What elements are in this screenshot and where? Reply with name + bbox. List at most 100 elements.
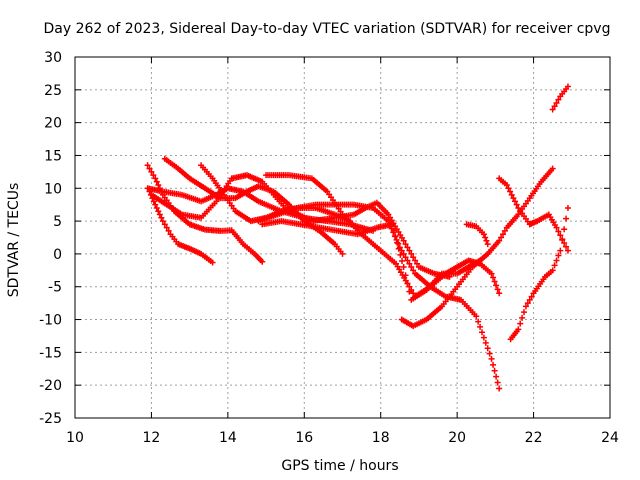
data-point-marker <box>478 329 485 336</box>
data-point-marker <box>496 237 503 244</box>
x-tick-label: 20 <box>448 430 466 446</box>
data-point-marker <box>559 236 566 243</box>
y-tick-label: -25 <box>39 411 62 427</box>
data-point-marker <box>486 350 493 357</box>
data-point-marker <box>394 239 401 246</box>
data-point-marker <box>488 355 495 362</box>
grid <box>75 57 610 418</box>
series-arc-j <box>398 165 556 330</box>
data-point-marker <box>406 260 413 267</box>
data-point-marker <box>491 367 498 374</box>
data-point-marker <box>412 257 419 264</box>
data-point-marker <box>515 326 522 333</box>
x-tick-label: 18 <box>372 430 390 446</box>
data-point-marker <box>404 244 411 251</box>
series-arc-k <box>463 221 491 248</box>
x-tick-label: 16 <box>295 430 313 446</box>
data-point-marker <box>517 320 524 327</box>
data-point-marker <box>477 323 484 330</box>
x-tick-label: 22 <box>525 430 543 446</box>
data-point-marker <box>496 385 503 392</box>
data-point-marker <box>339 250 346 257</box>
data-point-marker <box>555 96 562 103</box>
data-point-marker <box>505 185 512 192</box>
data-point-marker <box>488 270 495 277</box>
series-arc-i <box>259 218 484 303</box>
series-arc-b <box>144 162 266 265</box>
data-point-marker <box>551 262 558 269</box>
data-point-marker <box>563 215 570 222</box>
data-point-marker <box>163 224 170 231</box>
data-point-marker <box>557 247 564 254</box>
data-point-marker <box>549 267 556 274</box>
data-point-marker <box>410 290 417 297</box>
data-point-marker <box>494 379 501 386</box>
data-point-marker <box>389 221 396 228</box>
data-point-marker <box>494 286 501 293</box>
data-point-marker <box>209 259 216 266</box>
data-point-marker <box>400 237 407 244</box>
data-point-marker <box>390 227 397 234</box>
data-point-marker <box>508 191 515 198</box>
data-point-marker <box>146 165 153 172</box>
data-point-marker <box>161 221 168 228</box>
data-point-marker <box>406 288 413 295</box>
data-point-marker <box>402 254 409 261</box>
data-point-marker <box>561 239 568 246</box>
data-point-marker <box>557 232 564 239</box>
data-point-marker <box>404 280 411 287</box>
data-point-marker <box>491 278 498 285</box>
y-tick-label: 0 <box>53 247 62 263</box>
data-point-marker <box>397 251 404 258</box>
data-point-marker <box>400 250 407 257</box>
data-point-marker <box>399 257 406 264</box>
data-point-marker <box>549 165 556 172</box>
data-point-marker <box>400 264 407 271</box>
x-tick-label: 24 <box>601 430 619 446</box>
data-point-marker <box>410 267 417 274</box>
data-point-marker <box>522 303 529 310</box>
data-point-marker <box>480 334 487 341</box>
data-point-marker <box>564 83 571 90</box>
data-point-marker <box>483 237 490 244</box>
data-point-marker <box>553 224 560 231</box>
data-point-marker <box>490 274 497 281</box>
data-point-marker <box>510 195 517 202</box>
data-point-marker <box>406 247 413 254</box>
plot-frame <box>74 56 611 419</box>
data-point-marker <box>498 234 505 241</box>
data-point-marker <box>152 201 159 208</box>
data-point-marker <box>549 106 556 113</box>
data-point-marker <box>398 247 405 254</box>
y-tick-label: 5 <box>53 214 62 230</box>
data-point-marker <box>484 345 491 352</box>
data-point-marker <box>513 201 520 208</box>
data-point-marker <box>484 241 491 248</box>
data-point-marker <box>150 172 157 179</box>
series-arc-h <box>263 172 503 300</box>
data-point-marker <box>392 233 399 240</box>
data-point-marker <box>528 293 535 300</box>
data-point-marker <box>521 309 528 316</box>
data-point-marker <box>564 204 571 211</box>
data-point-marker <box>153 178 160 185</box>
data-point-marker <box>526 296 533 303</box>
x-tick-label: 10 <box>66 430 84 446</box>
data-point-marker <box>553 257 560 264</box>
data-point-marker <box>410 254 417 261</box>
data-point-marker <box>414 260 421 267</box>
data-point-marker <box>475 318 482 325</box>
data-point-marker <box>395 240 402 247</box>
data-point-marker <box>501 227 508 234</box>
data-point-marker <box>496 290 503 297</box>
data-point-marker <box>404 257 411 264</box>
data-point-marker <box>482 234 489 241</box>
y-tick-label: 25 <box>44 83 62 99</box>
x-axis-label: GPS time / hours <box>281 458 398 474</box>
y-axis-label: SDTVAR / TECUs <box>6 183 22 298</box>
data-point-marker <box>259 258 266 265</box>
data-point-marker <box>553 99 560 106</box>
y-tick-label: -10 <box>39 313 62 329</box>
x-tick-label: 12 <box>143 430 161 446</box>
